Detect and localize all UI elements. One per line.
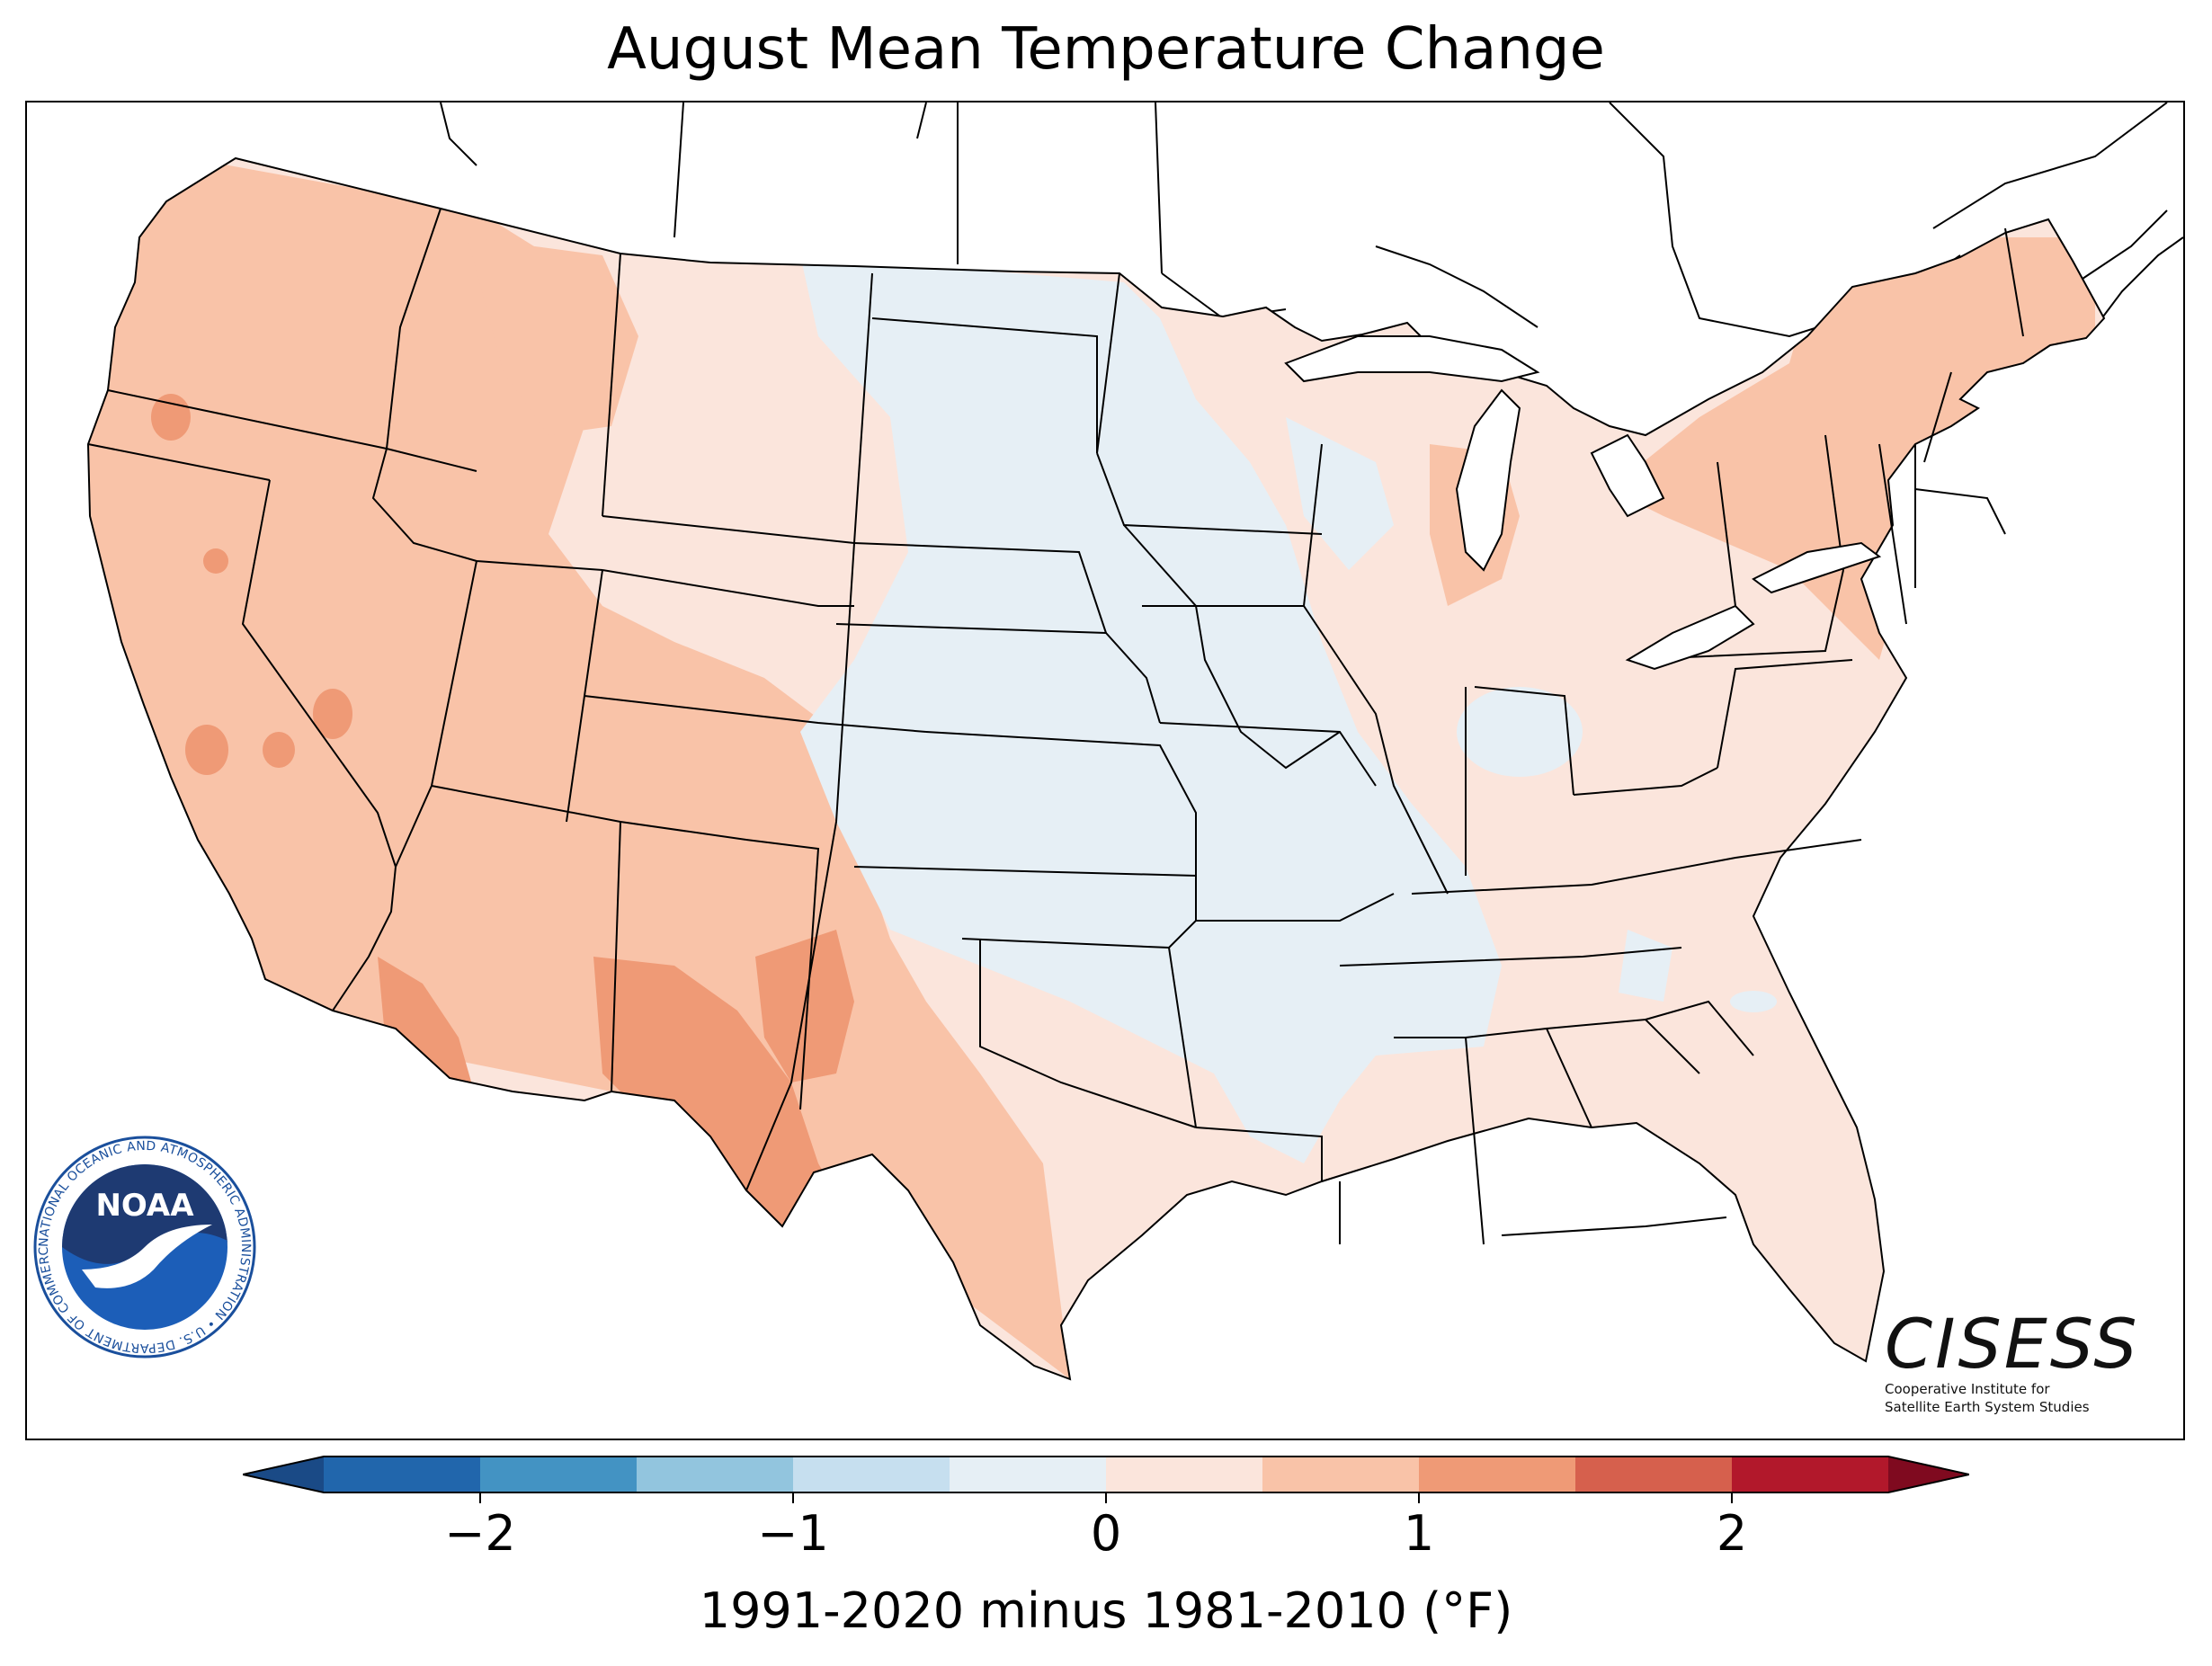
map-title: August Mean Temperature Change bbox=[607, 16, 1605, 83]
colorbar-ticks: −2 −1 0 1 2 bbox=[444, 1492, 1747, 1562]
colorbar-extend-under bbox=[243, 1457, 324, 1492]
colorbar: −2 −1 0 1 2 bbox=[243, 1456, 1969, 1562]
colorbar-segment bbox=[1575, 1457, 1733, 1492]
colorbar-segment bbox=[793, 1457, 950, 1492]
noaa-emblem-text: NOAA bbox=[95, 1188, 194, 1224]
colorbar-tick-label: 2 bbox=[1717, 1505, 1747, 1562]
colorbar-tick-label: 0 bbox=[1091, 1505, 1121, 1562]
map-panel bbox=[25, 101, 2185, 1440]
colorbar-segment bbox=[480, 1457, 638, 1492]
colorbar-segment bbox=[1732, 1457, 1889, 1492]
noaa-logo: NATIONAL OCEANIC AND ATMOSPHERIC ADMINIS… bbox=[32, 1135, 256, 1359]
colorbar-segment bbox=[950, 1457, 1107, 1492]
region-warm-northeast bbox=[1610, 237, 2095, 660]
colorbar-segment bbox=[1262, 1457, 1420, 1492]
colorbar-label: 1991-2020 minus 1981-2010 (°F) bbox=[699, 1582, 1513, 1639]
colorbar-tick-label: −1 bbox=[757, 1505, 829, 1562]
colorbar-segments bbox=[243, 1456, 1969, 1493]
colorbar-outline bbox=[243, 1456, 1969, 1493]
region-hot-southwest bbox=[593, 957, 854, 1298]
cisess-logo: CISESS Cooperative Institute for Satelli… bbox=[1885, 1308, 2163, 1416]
us-temperature-map bbox=[86, 102, 2183, 1381]
colorbar-tick-label: 1 bbox=[1404, 1505, 1434, 1562]
region-cool-central bbox=[800, 255, 1502, 1163]
temperature-field bbox=[88, 158, 2104, 1379]
great-lakes bbox=[1284, 335, 1882, 671]
colorbar-segment bbox=[324, 1457, 481, 1492]
colorbar-extend-over bbox=[1888, 1457, 1969, 1492]
colorbar-segment bbox=[1419, 1457, 1576, 1492]
cisess-wordmark: CISESS bbox=[1885, 1304, 2140, 1384]
colorbar-segment bbox=[637, 1457, 794, 1492]
colorbar-segment bbox=[1106, 1457, 1263, 1492]
colorbar-tick-label: −2 bbox=[444, 1505, 516, 1562]
cisess-subtitle-line2: Satellite Earth System Studies bbox=[1885, 1399, 2090, 1415]
cisess-subtitle-line1: Cooperative Institute for bbox=[1885, 1381, 2050, 1397]
